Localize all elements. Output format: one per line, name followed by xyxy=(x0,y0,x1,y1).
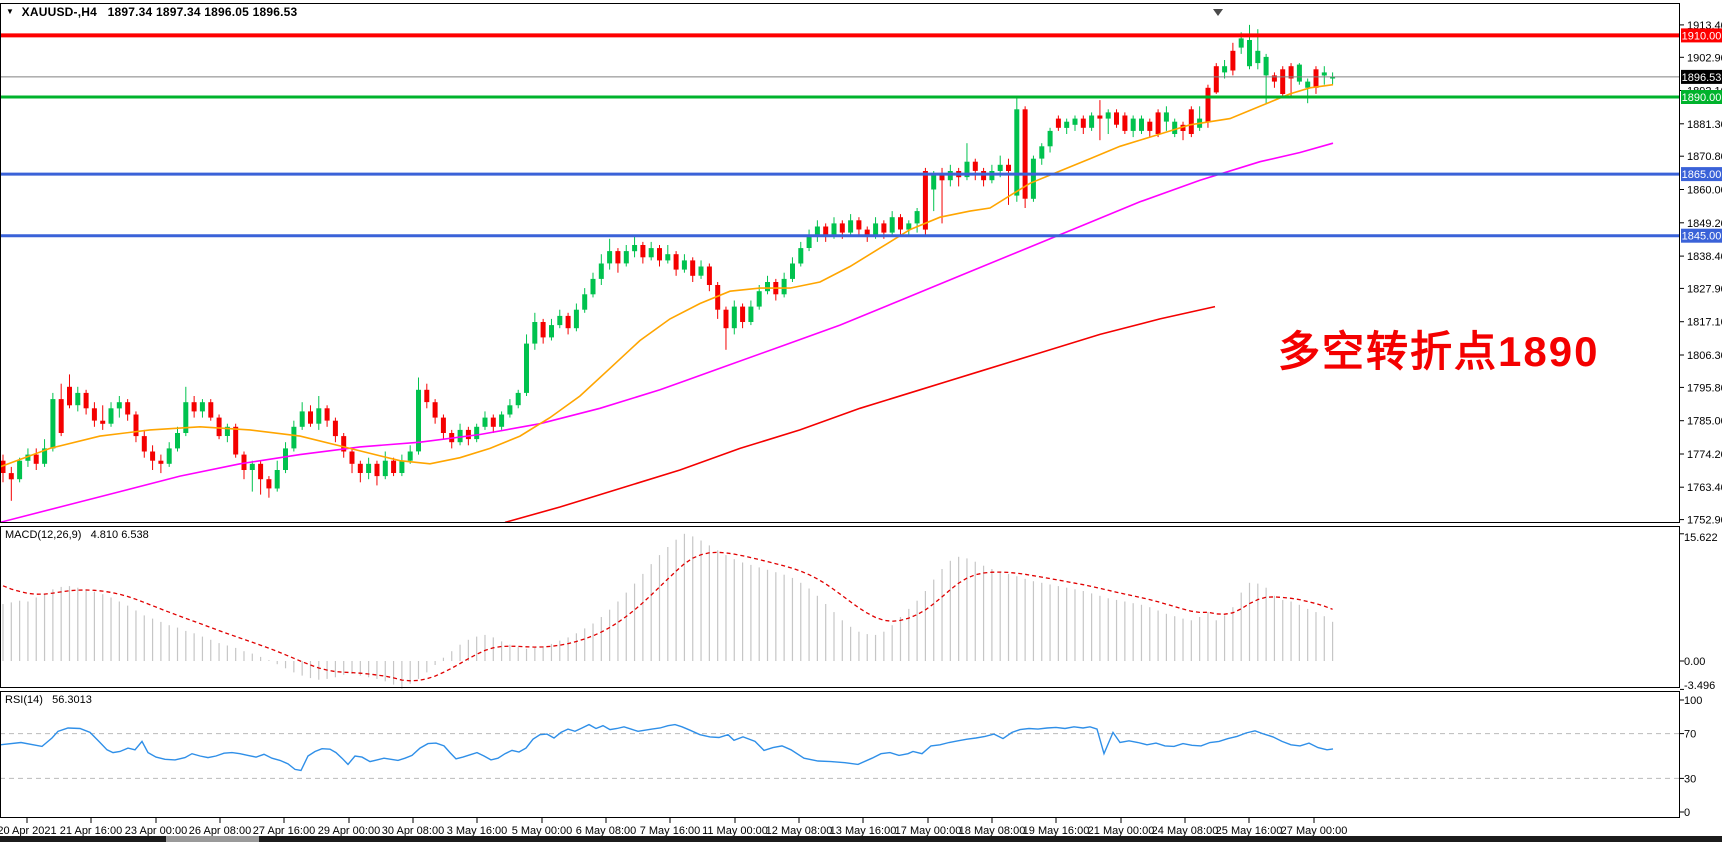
axis-tick-label: 1806.30 xyxy=(1687,350,1722,362)
symbol-name: XAUUSD-,H4 xyxy=(21,5,98,19)
time-axis-label: 29 Apr 00:00 xyxy=(318,825,380,837)
time-axis-label: 6 May 08:00 xyxy=(576,825,637,837)
price-tag-1910.00 xyxy=(1681,28,1722,43)
time-axis-label: 25 May 16:00 xyxy=(1216,825,1283,837)
price-tag-1845.00 xyxy=(1681,228,1722,243)
axis-tick-label: 1795.80 xyxy=(1687,382,1722,394)
rsi-panel-bg xyxy=(0,691,1680,818)
rsi-panel-frame xyxy=(0,691,1680,818)
axis-tick-label: 15.622 xyxy=(1684,532,1718,544)
ma-fast-orange-line xyxy=(0,83,1334,468)
price-tag-1896.53 xyxy=(1681,69,1722,84)
time-axis-label: 13 May 16:00 xyxy=(830,825,897,837)
time-axis-label: 27 May 00:00 xyxy=(1281,825,1348,837)
time-axis-label: 5 May 00:00 xyxy=(512,825,573,837)
axis-tick-label: 1870.80 xyxy=(1687,151,1722,163)
time-axis-label: 18 May 08:00 xyxy=(959,825,1026,837)
axis-tick-label: 1865.00 xyxy=(1682,169,1722,181)
time-axis-label: 7 May 16:00 xyxy=(640,825,701,837)
axis-tick-label: 70 xyxy=(1684,729,1696,741)
axis-tick-label: 30 xyxy=(1684,773,1696,785)
axis-tick-label: 1910.00 xyxy=(1682,30,1722,42)
rsi-panel-content xyxy=(0,733,1680,779)
time-axis-label: 27 Apr 16:00 xyxy=(253,825,315,837)
candlestick-series xyxy=(0,24,1336,501)
symbol-dropdown-icon[interactable]: ▼ xyxy=(6,7,15,16)
symbol-title-bar: ▼ XAUUSD-,H4 1897.34 1897.34 1896.05 189… xyxy=(6,5,297,19)
time-axis-label: 19 May 16:00 xyxy=(1023,825,1090,837)
price-tag-1865.00 xyxy=(1681,167,1722,182)
ma-slow-red-line xyxy=(504,305,1216,524)
axis-tick-label: 1763.40 xyxy=(1687,482,1722,494)
price-tag-1890.00 xyxy=(1681,90,1722,104)
macd-histogram xyxy=(2,533,1334,689)
axis-tick-label: 1845.00 xyxy=(1682,231,1722,243)
ma-mid-magenta-line xyxy=(0,142,1334,524)
time-axis-label: 24 May 08:00 xyxy=(1152,825,1219,837)
rsi-indicator-label: RSI(14) 56.3013 xyxy=(5,694,92,706)
horizontal-scrollbar[interactable] xyxy=(0,836,1722,842)
time-axis-label: 26 Apr 08:00 xyxy=(189,825,251,837)
axis-tick-label: 1752.90 xyxy=(1687,515,1722,527)
macd-indicator-label: MACD(12,26,9) 4.810 6.538 xyxy=(5,529,149,541)
macd-panel-frame xyxy=(0,526,1680,688)
axis-tick-label: 100 xyxy=(1684,695,1702,707)
axis-tick-label: 1785.00 xyxy=(1687,416,1722,428)
axis-tick-label: 0 xyxy=(1684,807,1690,819)
scrollbar-thumb[interactable] xyxy=(166,836,259,842)
axis-tick-label: 1902.90 xyxy=(1687,52,1722,64)
main-panel-bg xyxy=(0,3,1680,523)
rsi-line xyxy=(0,723,1334,772)
axis-tick-label: 1817.10 xyxy=(1687,317,1722,329)
axis-tick-label: 1896.53 xyxy=(1682,72,1722,84)
chart-shift-marker-icon xyxy=(1213,9,1223,16)
macd-name: MACD(12,26,9) xyxy=(5,529,82,541)
time-axis-label: 23 Apr 00:00 xyxy=(125,825,187,837)
pivot-annotation-text: 多空转折点1890 xyxy=(1278,328,1600,375)
price-axis: 1913.401902.901892.101881.301870.801860.… xyxy=(1680,20,1722,819)
time-axis: 20 Apr 2021 21 Apr 16:00 23 Apr 00:00 26 Ap… xyxy=(0,818,1347,837)
time-axis-label: 21 May 00:00 xyxy=(1088,825,1155,837)
axis-tick-label: 1774.20 xyxy=(1687,449,1722,461)
axis-tick-label: 1827.90 xyxy=(1687,283,1722,295)
axis-tick-label: 1881.30 xyxy=(1687,119,1722,131)
rsi-name: RSI(14) xyxy=(5,694,43,706)
horizontal-levels xyxy=(0,33,1680,238)
main-panel-frame xyxy=(0,3,1680,523)
rsi-current-value: 56.3013 xyxy=(52,694,92,706)
time-axis-label: 12 May 08:00 xyxy=(766,825,833,837)
time-axis-label: 3 May 16:00 xyxy=(447,825,508,837)
time-axis-label: 11 May 00:00 xyxy=(702,825,768,837)
time-axis-label: 20 Apr 2021 xyxy=(0,825,57,837)
time-axis-label: 30 Apr 08:00 xyxy=(382,825,444,837)
macd-signal-line xyxy=(2,551,1333,682)
axis-tick-label: 1860.00 xyxy=(1687,185,1722,197)
macd-panel-bg xyxy=(0,526,1680,688)
axis-tick-label: 1890.00 xyxy=(1682,92,1722,104)
price-axis-tags: 1910.00 1890.00 1865.00 1845.00 1896.53 xyxy=(1681,28,1722,243)
axis-tick-label: 1838.40 xyxy=(1687,251,1722,263)
symbol-ohlc-values: 1897.34 1897.34 1896.05 1896.53 xyxy=(107,5,298,19)
axis-tick-label: 0.00 xyxy=(1684,656,1705,668)
axis-tick-label: 1849.20 xyxy=(1687,218,1722,230)
macd-current-values: 4.810 6.538 xyxy=(90,529,149,541)
time-axis-label: 21 Apr 16:00 xyxy=(60,825,122,837)
time-axis-label: 17 May 00:00 xyxy=(895,825,962,837)
axis-tick-label: -3.496 xyxy=(1684,680,1715,692)
